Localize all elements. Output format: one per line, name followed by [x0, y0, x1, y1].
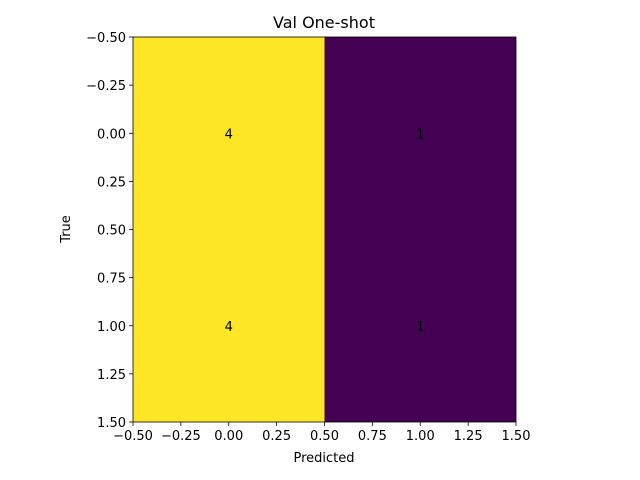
y-tick-label: 0.25	[97, 175, 126, 190]
cell-label: 1	[416, 127, 424, 142]
x-tick-label: 0.25	[262, 429, 291, 444]
y-tick-label: 0.50	[97, 224, 126, 239]
y-axis-label: True	[59, 215, 74, 244]
x-tick-label: 0.50	[310, 429, 339, 444]
heatmap-cell	[324, 229, 516, 422]
heatmap-cell	[324, 37, 516, 230]
y-tick-label: −0.50	[86, 31, 126, 46]
cell-label: 4	[225, 320, 233, 335]
x-tick-label: 1.00	[406, 429, 435, 444]
x-tick-label: −0.25	[161, 429, 201, 444]
x-axis-label: Predicted	[293, 451, 354, 466]
y-tick-label: 1.00	[97, 320, 126, 335]
x-tick-label: 1.25	[454, 429, 483, 444]
x-tick-label: 1.50	[502, 429, 531, 444]
y-tick-label: −0.25	[86, 79, 126, 94]
x-tick-label: 0.00	[214, 429, 243, 444]
x-tick-label: 0.75	[358, 429, 387, 444]
y-tick-label: 0.00	[97, 127, 126, 142]
heatmap-cell	[133, 37, 325, 230]
heatmap-cell	[133, 229, 325, 422]
x-tick-label: −0.50	[113, 429, 153, 444]
y-tick-label: 1.50	[97, 416, 126, 431]
cell-label: 4	[225, 127, 233, 142]
chart-title: Val One-shot	[273, 13, 375, 32]
cell-label: 1	[416, 320, 424, 335]
y-tick-label: 1.25	[97, 368, 126, 383]
y-tick-label: 0.75	[97, 272, 126, 287]
